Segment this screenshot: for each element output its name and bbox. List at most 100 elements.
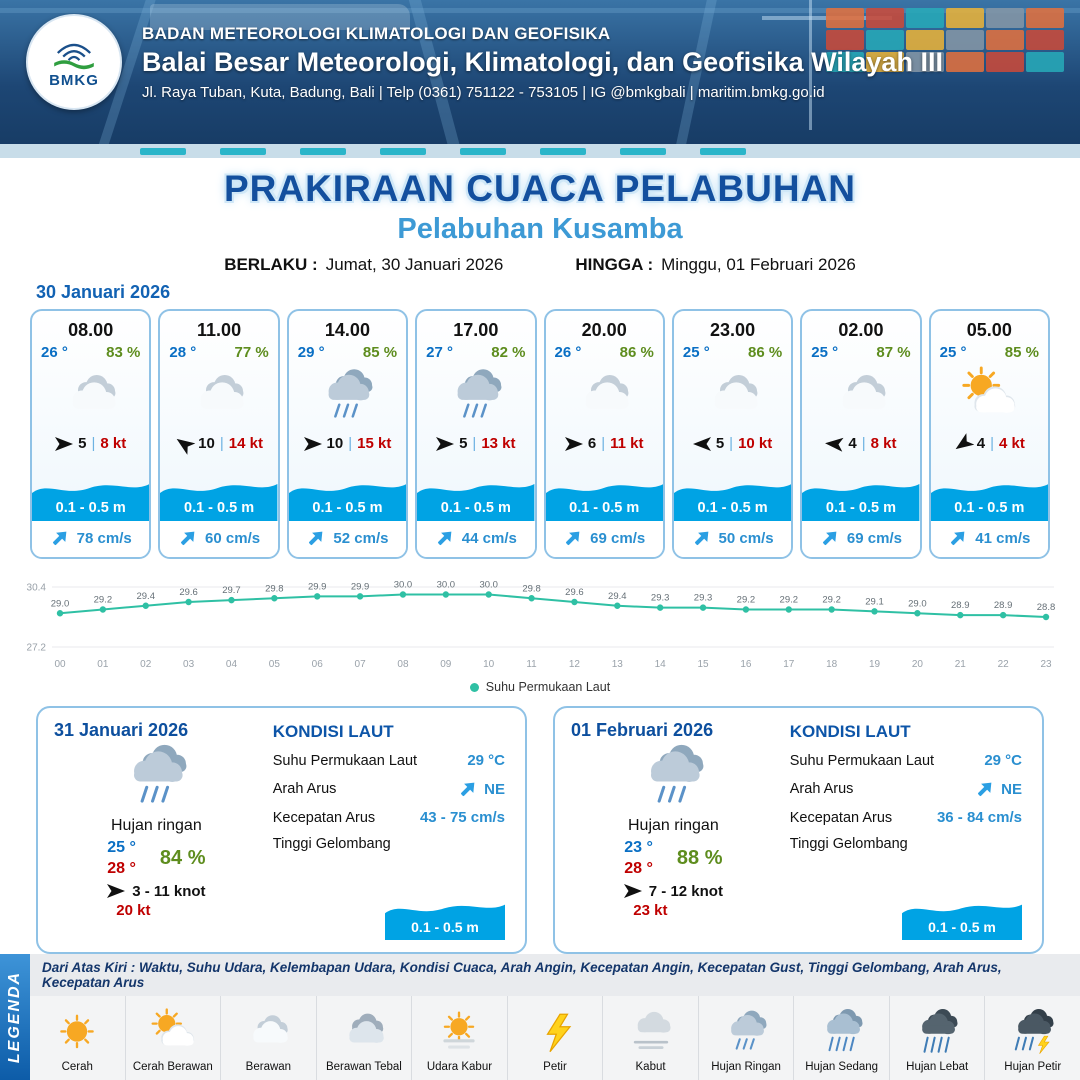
legend-item-label: Hujan Ringan [711, 1061, 781, 1074]
current-speed-label: Kecepatan Arus [789, 809, 893, 826]
legend-section: LEGENDA Dari Atas Kiri : Waktu, Suhu Uda… [0, 954, 1080, 1080]
svg-text:28.9: 28.9 [951, 600, 970, 611]
hourly-forecast-card: 17.00 27 ° 82 % 5 | 13 kt 0.1 - 0.5 m 44… [415, 309, 537, 559]
legend-item-label: Cerah [61, 1061, 93, 1074]
wave-height-value: 0.1 - 0.5 m [312, 500, 383, 516]
svg-text:29.8: 29.8 [522, 583, 541, 594]
agency-name: BADAN METEOROLOGI KLIMATOLOGI DAN GEOFIS… [142, 23, 611, 43]
wave-height-value: 0.1 - 0.5 m [184, 500, 255, 516]
air-temperature: 25 ° [811, 344, 839, 361]
wind-speed: 6 [587, 435, 597, 452]
humidity-value: 77 % [234, 344, 269, 361]
wind-range: 3 - 11 knot [132, 882, 206, 900]
wind-speed: 5 [459, 435, 468, 452]
svg-text:10: 10 [483, 659, 495, 670]
svg-text:01: 01 [97, 659, 109, 670]
sea-conditions-panel: KONDISI LAUT Suhu Permukaan Laut 29 °C A… [259, 720, 509, 940]
office-address: Jl. Raya Tuban, Kuta, Badung, Bali | Tel… [142, 83, 825, 101]
weather-icon [530, 1008, 580, 1058]
air-temperature: 27 ° [426, 344, 453, 361]
svg-text:30.0: 30.0 [479, 580, 498, 591]
svg-text:15: 15 [697, 659, 709, 670]
gust-speed: 15 kt [357, 435, 392, 452]
svg-text:23: 23 [1040, 659, 1052, 670]
legend-item-label: Cerah Berawan [132, 1061, 213, 1074]
legend-item-label: Udara Kabur [426, 1061, 493, 1074]
weather-icon [434, 1008, 484, 1058]
gust-speed: 13 kt [481, 435, 516, 452]
forecast-time: 05.00 [966, 320, 1012, 340]
office-name: Balai Besar Meteorologi, Klimatologi, da… [142, 46, 943, 77]
wind-separator: | [472, 435, 477, 452]
wind-direction-icon [436, 436, 455, 451]
current-direction-icon [306, 528, 326, 548]
svg-text:29.4: 29.4 [608, 591, 627, 602]
current-direction-icon [458, 779, 478, 799]
hourly-cards: 08.00 26 ° 83 % 5 | 8 kt 0.1 - 0.5 m 78 … [0, 307, 1080, 559]
current-speed: 78 cm/s [76, 529, 132, 547]
weather-icon [181, 366, 257, 428]
legend-item: Petir [506, 996, 603, 1080]
sst-value: 29 °C [984, 752, 1022, 769]
current-speed-label: Kecepatan Arus [272, 809, 376, 826]
wind-speed: 5 [715, 435, 725, 452]
current-info: 69 cm/s [802, 521, 920, 557]
humidity-value: 88 % [676, 847, 723, 870]
current-info: 52 cm/s [288, 521, 407, 557]
chart-legend: Suhu Permukaan Laut [0, 680, 1080, 694]
humidity-value: 86 % [748, 344, 783, 361]
port-name: Pelabuhan Kusamba [397, 213, 683, 245]
gust-speed: 4 kt [999, 435, 1025, 452]
wave-shape [417, 484, 535, 521]
container-stack-illustration [826, 8, 1072, 72]
legend-item: Hujan Lebat [888, 996, 985, 1080]
current-speed-value: 43 - 75 cm/s [419, 809, 505, 826]
valid-until-label: HINGGA : [575, 255, 654, 274]
svg-text:29.6: 29.6 [179, 587, 198, 598]
svg-text:19: 19 [869, 659, 881, 670]
current-speed-value: 36 - 84 cm/s [936, 809, 1022, 826]
svg-text:22: 22 [998, 659, 1010, 670]
current-direction-icon [975, 779, 995, 799]
svg-text:20: 20 [912, 659, 924, 670]
svg-text:03: 03 [183, 659, 195, 670]
wave-height-band: 0.1 - 0.5 m [930, 475, 1048, 521]
weather-icon [438, 366, 514, 428]
legend-item: Berawan [220, 996, 316, 1080]
svg-text:29.0: 29.0 [51, 598, 70, 609]
chart-legend-label: Suhu Permukaan Laut [485, 680, 611, 694]
valid-from-value: Jumat, 30 Januari 2026 [325, 255, 504, 274]
legend-item: Berawan Tebal [315, 996, 412, 1080]
weather-icon [625, 741, 721, 815]
gust-speed: 10 kt [738, 435, 773, 452]
wind-info: 4 | 4 kt [954, 432, 1025, 452]
wind-speed: 4 [848, 435, 857, 452]
sea-surface-temperature-chart: 30.4 27.2 29.0 00 29.2 01 29.4 02 29.6 03 29.7 04 29… [27, 580, 1056, 671]
weather-icon [695, 366, 771, 428]
svg-text:14: 14 [655, 659, 667, 670]
svg-text:02: 02 [140, 659, 152, 670]
weather-icon [243, 1008, 293, 1058]
forecast-time: 02.00 [838, 320, 884, 340]
svg-text:29.0: 29.0 [908, 598, 927, 609]
svg-text:29.3: 29.3 [651, 593, 670, 604]
legend-items: Cerah Cerah Berawan Berawan Berawan Teba… [30, 996, 1080, 1080]
wave-height-band: 0.1 - 0.5 m [545, 475, 663, 521]
humidity-value: 87 % [876, 344, 911, 361]
legend-item-label: Hujan Lebat [906, 1061, 969, 1074]
humidity-value: 82 % [491, 344, 526, 361]
sea-conditions-panel: KONDISI LAUT Suhu Permukaan Laut 29 °C A… [776, 720, 1026, 940]
current-info: 50 cm/s [673, 521, 792, 557]
weather-icon [309, 366, 385, 428]
humidity-value: 85 % [362, 344, 398, 361]
svg-text:27.2: 27.2 [27, 643, 47, 654]
wind-separator: | [729, 435, 734, 452]
hourly-forecast-card: 02.00 25 ° 87 % 4 | 8 kt 0.1 - 0.5 m 69 … [800, 309, 922, 559]
wave-height-value: 0.1 - 0.5 m [411, 919, 479, 935]
weather-condition: Hujan ringan [628, 817, 719, 834]
current-speed: 52 cm/s [333, 529, 389, 547]
wind-speed: 5 [78, 435, 87, 452]
hourly-forecast-card: 08.00 26 ° 83 % 5 | 8 kt 0.1 - 0.5 m 78 … [30, 309, 152, 559]
wave-height-value: 0.1 - 0.5 m [55, 500, 126, 516]
wave-shape [32, 484, 150, 521]
